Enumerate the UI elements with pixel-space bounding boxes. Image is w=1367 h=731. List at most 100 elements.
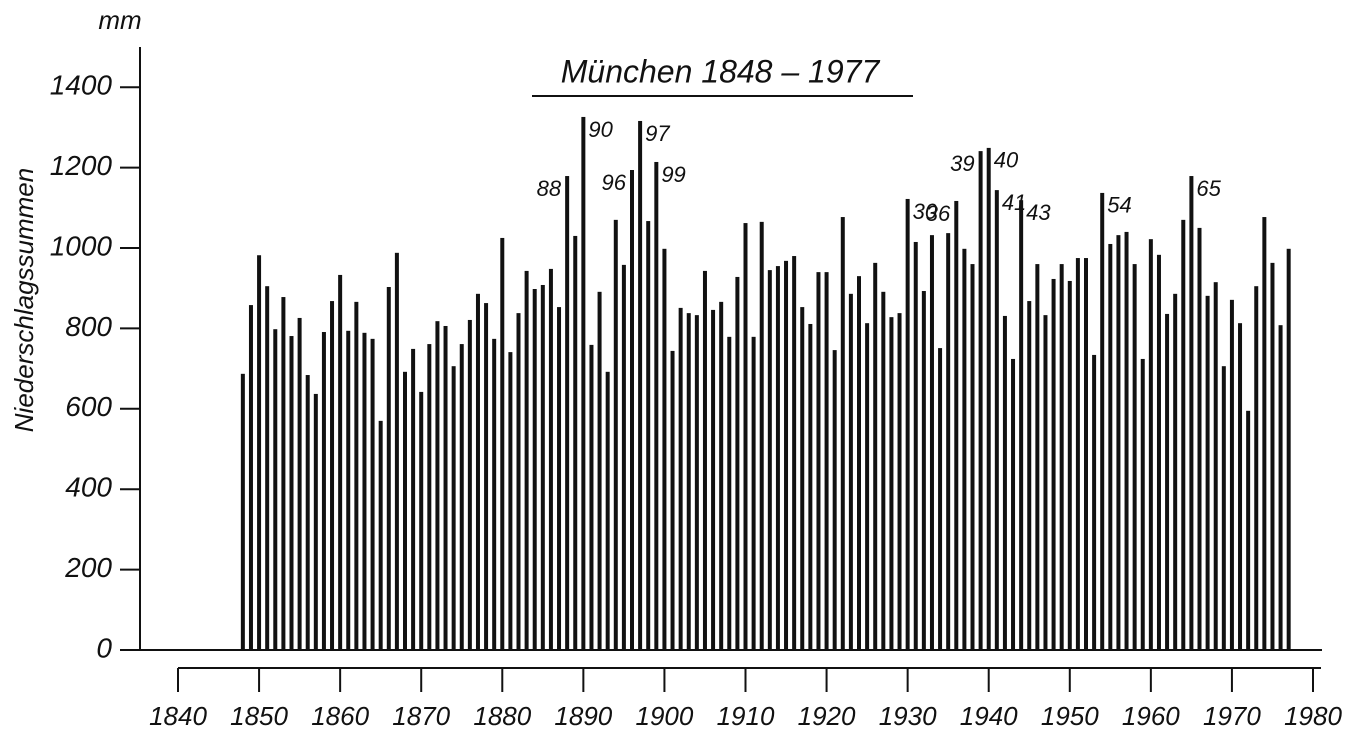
bar <box>354 301 359 650</box>
bar <box>905 198 910 650</box>
annotation: 39 <box>950 151 974 176</box>
bar <box>1108 243 1113 651</box>
bar <box>621 264 626 650</box>
bar <box>1254 286 1259 650</box>
x-tick-label: 1970 <box>1203 701 1261 731</box>
bar <box>313 393 318 650</box>
bar <box>524 270 529 650</box>
bar <box>954 200 959 650</box>
bar <box>1084 258 1088 650</box>
chart-title: München 1848 – 1977 <box>561 53 881 89</box>
bar <box>1059 264 1064 650</box>
bar <box>394 252 399 650</box>
bar <box>946 233 951 650</box>
bar <box>467 319 472 650</box>
bar <box>1092 354 1097 650</box>
bar <box>1238 323 1243 650</box>
bar <box>265 286 270 650</box>
annotation: 43 <box>1026 200 1051 225</box>
bar <box>1051 278 1056 650</box>
bar <box>362 332 367 650</box>
bar <box>670 350 675 650</box>
annotation: 90 <box>588 117 613 142</box>
bar <box>816 272 821 650</box>
bar <box>516 313 521 650</box>
bar <box>346 330 351 650</box>
bar <box>857 276 861 650</box>
bar <box>1067 280 1072 650</box>
bar <box>686 313 691 650</box>
annotation: 54 <box>1107 193 1131 218</box>
bar <box>824 272 829 650</box>
bar <box>800 307 805 650</box>
bar <box>338 274 343 650</box>
bar <box>484 303 489 650</box>
bar <box>557 307 562 650</box>
bar <box>751 336 756 650</box>
bar <box>889 317 894 650</box>
bar <box>1165 313 1170 650</box>
bar <box>589 344 594 650</box>
bar <box>654 161 659 651</box>
bar <box>403 371 407 650</box>
y-tick-label: 400 <box>65 472 112 503</box>
annotation: 36 <box>926 201 951 226</box>
bar <box>548 268 553 650</box>
bar <box>1205 295 1210 650</box>
bar <box>281 297 286 650</box>
annotation: 30 <box>913 199 938 224</box>
bar <box>759 221 764 650</box>
x-tick-label: 1870 <box>392 701 450 731</box>
bar <box>929 235 934 651</box>
bar <box>784 260 789 650</box>
bar <box>735 276 740 650</box>
bar <box>597 291 602 650</box>
bar <box>540 284 545 650</box>
bar <box>638 120 643 650</box>
y-tick-label: 200 <box>64 552 112 583</box>
bar <box>1197 227 1202 650</box>
bar <box>613 219 618 651</box>
y-tick-label: 1200 <box>50 150 113 181</box>
bar <box>630 170 634 650</box>
x-tick-label: 1960 <box>1122 701 1180 731</box>
bar <box>808 323 813 650</box>
bar <box>1221 366 1226 650</box>
y-unit: mm <box>98 5 141 35</box>
bar <box>1002 315 1007 650</box>
bar <box>1189 176 1194 651</box>
bar <box>1027 301 1032 650</box>
x-tick-label: 1980 <box>1284 701 1342 731</box>
bar <box>1156 254 1161 651</box>
bar <box>1286 248 1291 650</box>
annotation: 96 <box>602 170 627 195</box>
bar <box>427 344 432 650</box>
bar <box>435 321 440 650</box>
bar <box>743 223 748 651</box>
bar <box>248 305 253 650</box>
bar <box>848 293 853 650</box>
bar <box>1132 264 1137 650</box>
bar <box>994 190 999 650</box>
y-tick-label: 600 <box>65 391 112 422</box>
bar <box>913 241 918 650</box>
annotation: 65 <box>1196 176 1221 201</box>
bar <box>508 352 513 650</box>
bar <box>694 315 699 650</box>
bar <box>451 366 456 650</box>
bar <box>330 301 335 650</box>
bar <box>727 336 732 650</box>
bar <box>1148 239 1153 650</box>
x-tick-label: 1900 <box>636 701 694 731</box>
bar <box>1116 235 1121 651</box>
bar <box>257 255 262 650</box>
bar <box>767 270 772 650</box>
bar <box>605 371 610 650</box>
x-tick-label: 1940 <box>960 701 1018 731</box>
bar <box>500 237 505 650</box>
bar <box>565 176 570 651</box>
x-tick-label: 1840 <box>149 701 207 731</box>
bar <box>573 235 578 650</box>
annotation: 97 <box>645 121 670 146</box>
